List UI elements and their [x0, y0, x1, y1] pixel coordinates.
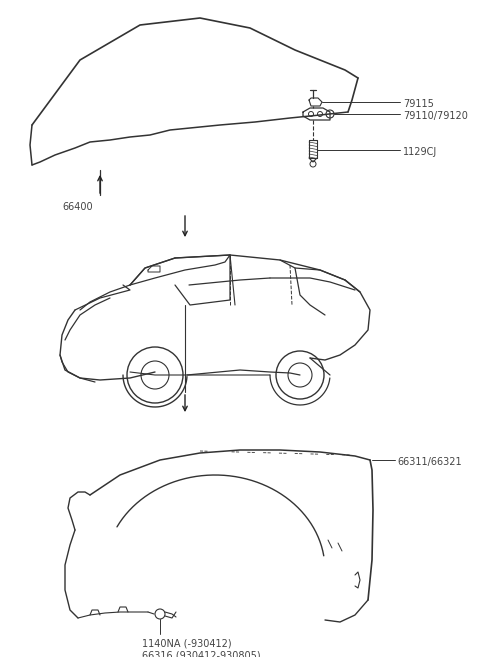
- Text: 66316 (930412-930805): 66316 (930412-930805): [142, 650, 261, 657]
- Text: 79110/79120: 79110/79120: [403, 111, 468, 121]
- Text: 66400: 66400: [62, 202, 93, 212]
- Text: 1140NA (-930412): 1140NA (-930412): [142, 638, 232, 648]
- Text: 1129CJ: 1129CJ: [403, 147, 437, 157]
- Text: 66311/66321: 66311/66321: [397, 457, 462, 467]
- Text: 79115: 79115: [403, 99, 434, 109]
